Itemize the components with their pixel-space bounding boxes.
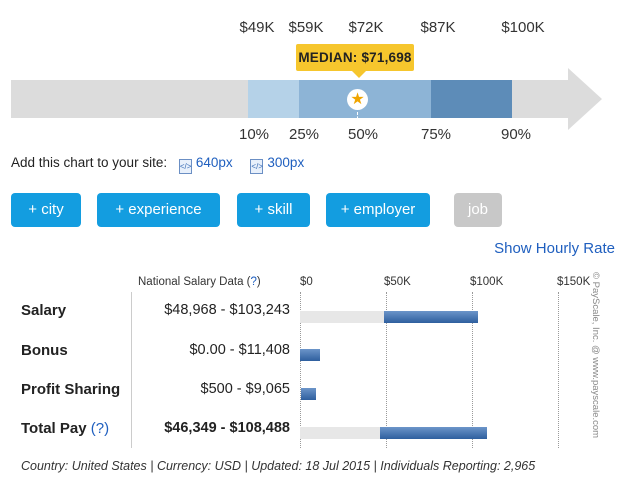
table-separator	[131, 292, 132, 448]
copyright: © PayScale, Inc. @ www.payscale.com	[590, 272, 601, 439]
pct-top-label: $72K	[348, 19, 384, 36]
add-city-button[interactable]: + city	[11, 193, 81, 227]
range-bar	[379, 427, 487, 439]
gridline	[300, 292, 301, 448]
band-p75-p90	[431, 80, 512, 118]
range-bar	[300, 349, 320, 361]
embed-text: Add this chart to your site:	[11, 155, 168, 170]
row-range-bonus: $0.00 - $11,408	[189, 342, 290, 358]
band-p50-p75	[357, 80, 431, 118]
gridline	[472, 292, 473, 448]
percentile-arrow	[11, 68, 602, 130]
row-range-total-pay: $46,349 - $108,488	[164, 420, 290, 436]
embed-300-link[interactable]: 300px	[267, 155, 305, 170]
embed-row: Add this chart to your site: </> 640px </…	[11, 155, 304, 174]
median-badge: MEDIAN: $71,698	[296, 44, 414, 78]
pct-bottom-label: 25%	[288, 126, 320, 143]
pct-top-label: $87K	[420, 19, 456, 36]
x-tick-label: $0	[300, 276, 313, 288]
range-bar-background	[300, 427, 380, 439]
row-label-profit-sharing: Profit Sharing	[21, 381, 121, 398]
gridline	[558, 292, 559, 448]
help-link[interactable]: ?	[250, 276, 257, 288]
embed-640-link[interactable]: 640px	[195, 155, 233, 170]
row-label-salary: Salary	[21, 302, 67, 319]
add-experience-button[interactable]: + experience	[97, 193, 220, 227]
range-bar	[384, 311, 478, 323]
add-employer-button[interactable]: + employer	[326, 193, 430, 227]
add-skill-button[interactable]: + skill	[237, 193, 310, 227]
footer-info: Country: United States | Currency: USD |…	[21, 459, 536, 473]
pct-bottom-label: 75%	[420, 126, 452, 143]
job-button[interactable]: job	[454, 193, 502, 227]
pct-top-label: $59K	[288, 19, 324, 36]
x-tick-label: $50K	[384, 276, 411, 288]
national-salary-header: National Salary Data (?)	[138, 276, 261, 288]
gridline	[386, 292, 387, 448]
row-range-salary: $48,968 - $103,243	[164, 302, 290, 318]
row-label-bonus: Bonus	[21, 342, 68, 359]
show-hourly-rate-link[interactable]: Show Hourly Rate	[494, 240, 615, 257]
code-icon[interactable]: </>	[178, 159, 192, 174]
x-tick-label: $150K	[557, 276, 591, 288]
row-label-total-pay: Total Pay (?)	[21, 420, 110, 437]
pct-bottom-label: 90%	[500, 126, 532, 143]
star-icon: ★	[347, 89, 368, 110]
total-pay-help-link[interactable]: (?)	[90, 420, 110, 437]
pct-bottom-label: 50%	[347, 126, 379, 143]
band-p10-p25	[248, 80, 299, 118]
range-bar	[300, 388, 316, 400]
code-icon[interactable]: </>	[250, 159, 264, 174]
x-tick-label: $100K	[470, 276, 504, 288]
pct-bottom-label: 10%	[238, 126, 270, 143]
range-bar-background	[300, 311, 385, 323]
pct-top-label: $100K	[501, 19, 545, 36]
median-line	[357, 112, 358, 128]
row-range-profit-sharing: $500 - $9,065	[200, 381, 291, 397]
pct-top-label: $49K	[239, 19, 275, 36]
